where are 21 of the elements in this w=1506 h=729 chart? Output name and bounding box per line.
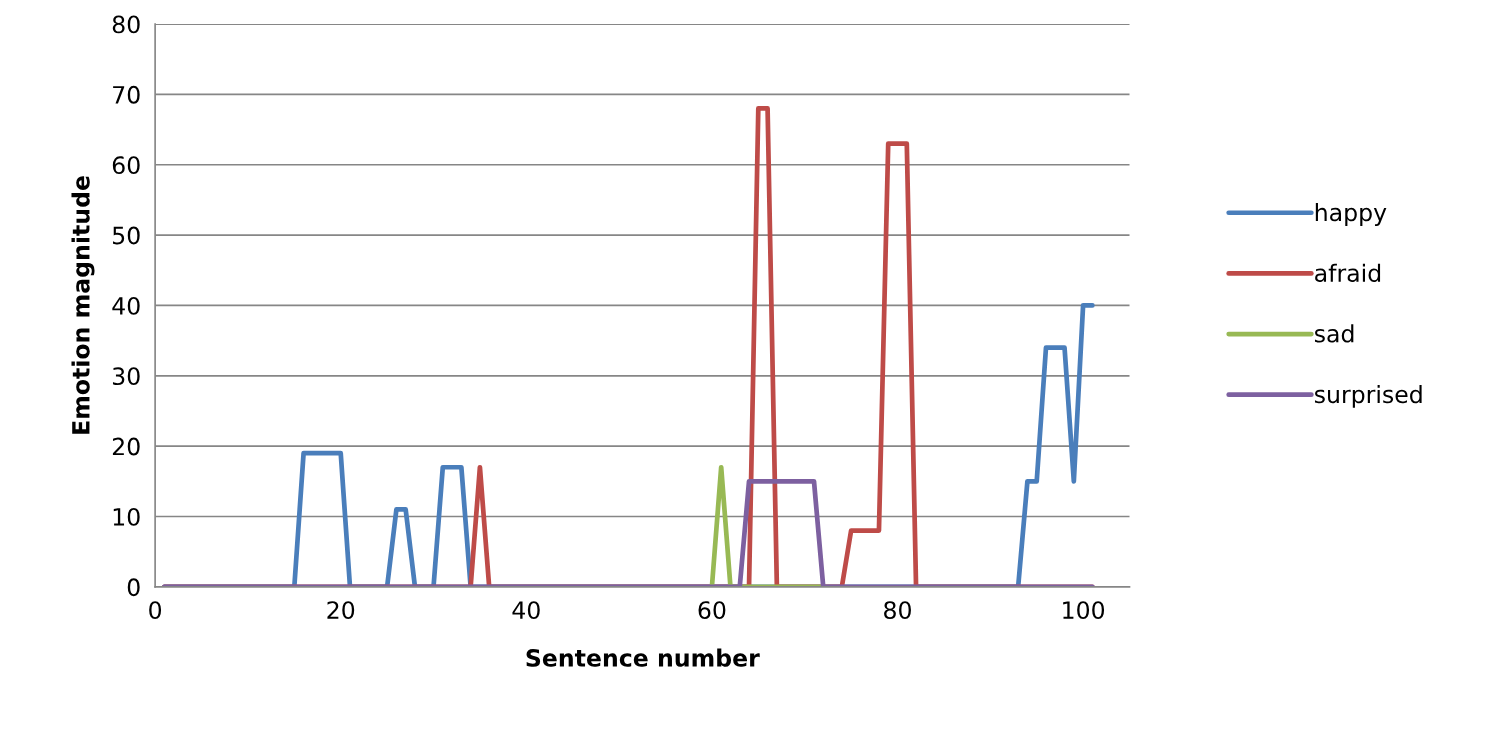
y-tick-label: 70 [113, 85, 140, 104]
x-tick-label: 60 [698, 601, 726, 620]
y-tick-label: 40 [112, 296, 140, 315]
x-axis-title: Sentence number [526, 648, 760, 667]
y-axis-title: Emotion magnitude [71, 176, 95, 434]
y-tick-label: 50 [113, 226, 140, 245]
y-tick-label: 80 [112, 15, 140, 34]
y-tick-label: 0 [127, 578, 140, 597]
legend-label: sad [1314, 324, 1354, 343]
y-tick-label: 20 [112, 437, 140, 456]
x-tick-label: 100 [1063, 601, 1105, 620]
legend-label: happy [1315, 203, 1387, 226]
legend-label: surprised [1314, 384, 1422, 408]
x-tick-label: 80 [884, 601, 911, 620]
legend-label: afraid [1315, 263, 1381, 282]
y-tick-label: 10 [113, 507, 140, 526]
x-tick-label: 0 [149, 601, 162, 620]
x-tick-label: 20 [327, 601, 355, 620]
x-tick-label: 40 [512, 601, 540, 620]
y-tick-label: 30 [112, 367, 140, 386]
y-tick-label: 60 [112, 156, 140, 175]
